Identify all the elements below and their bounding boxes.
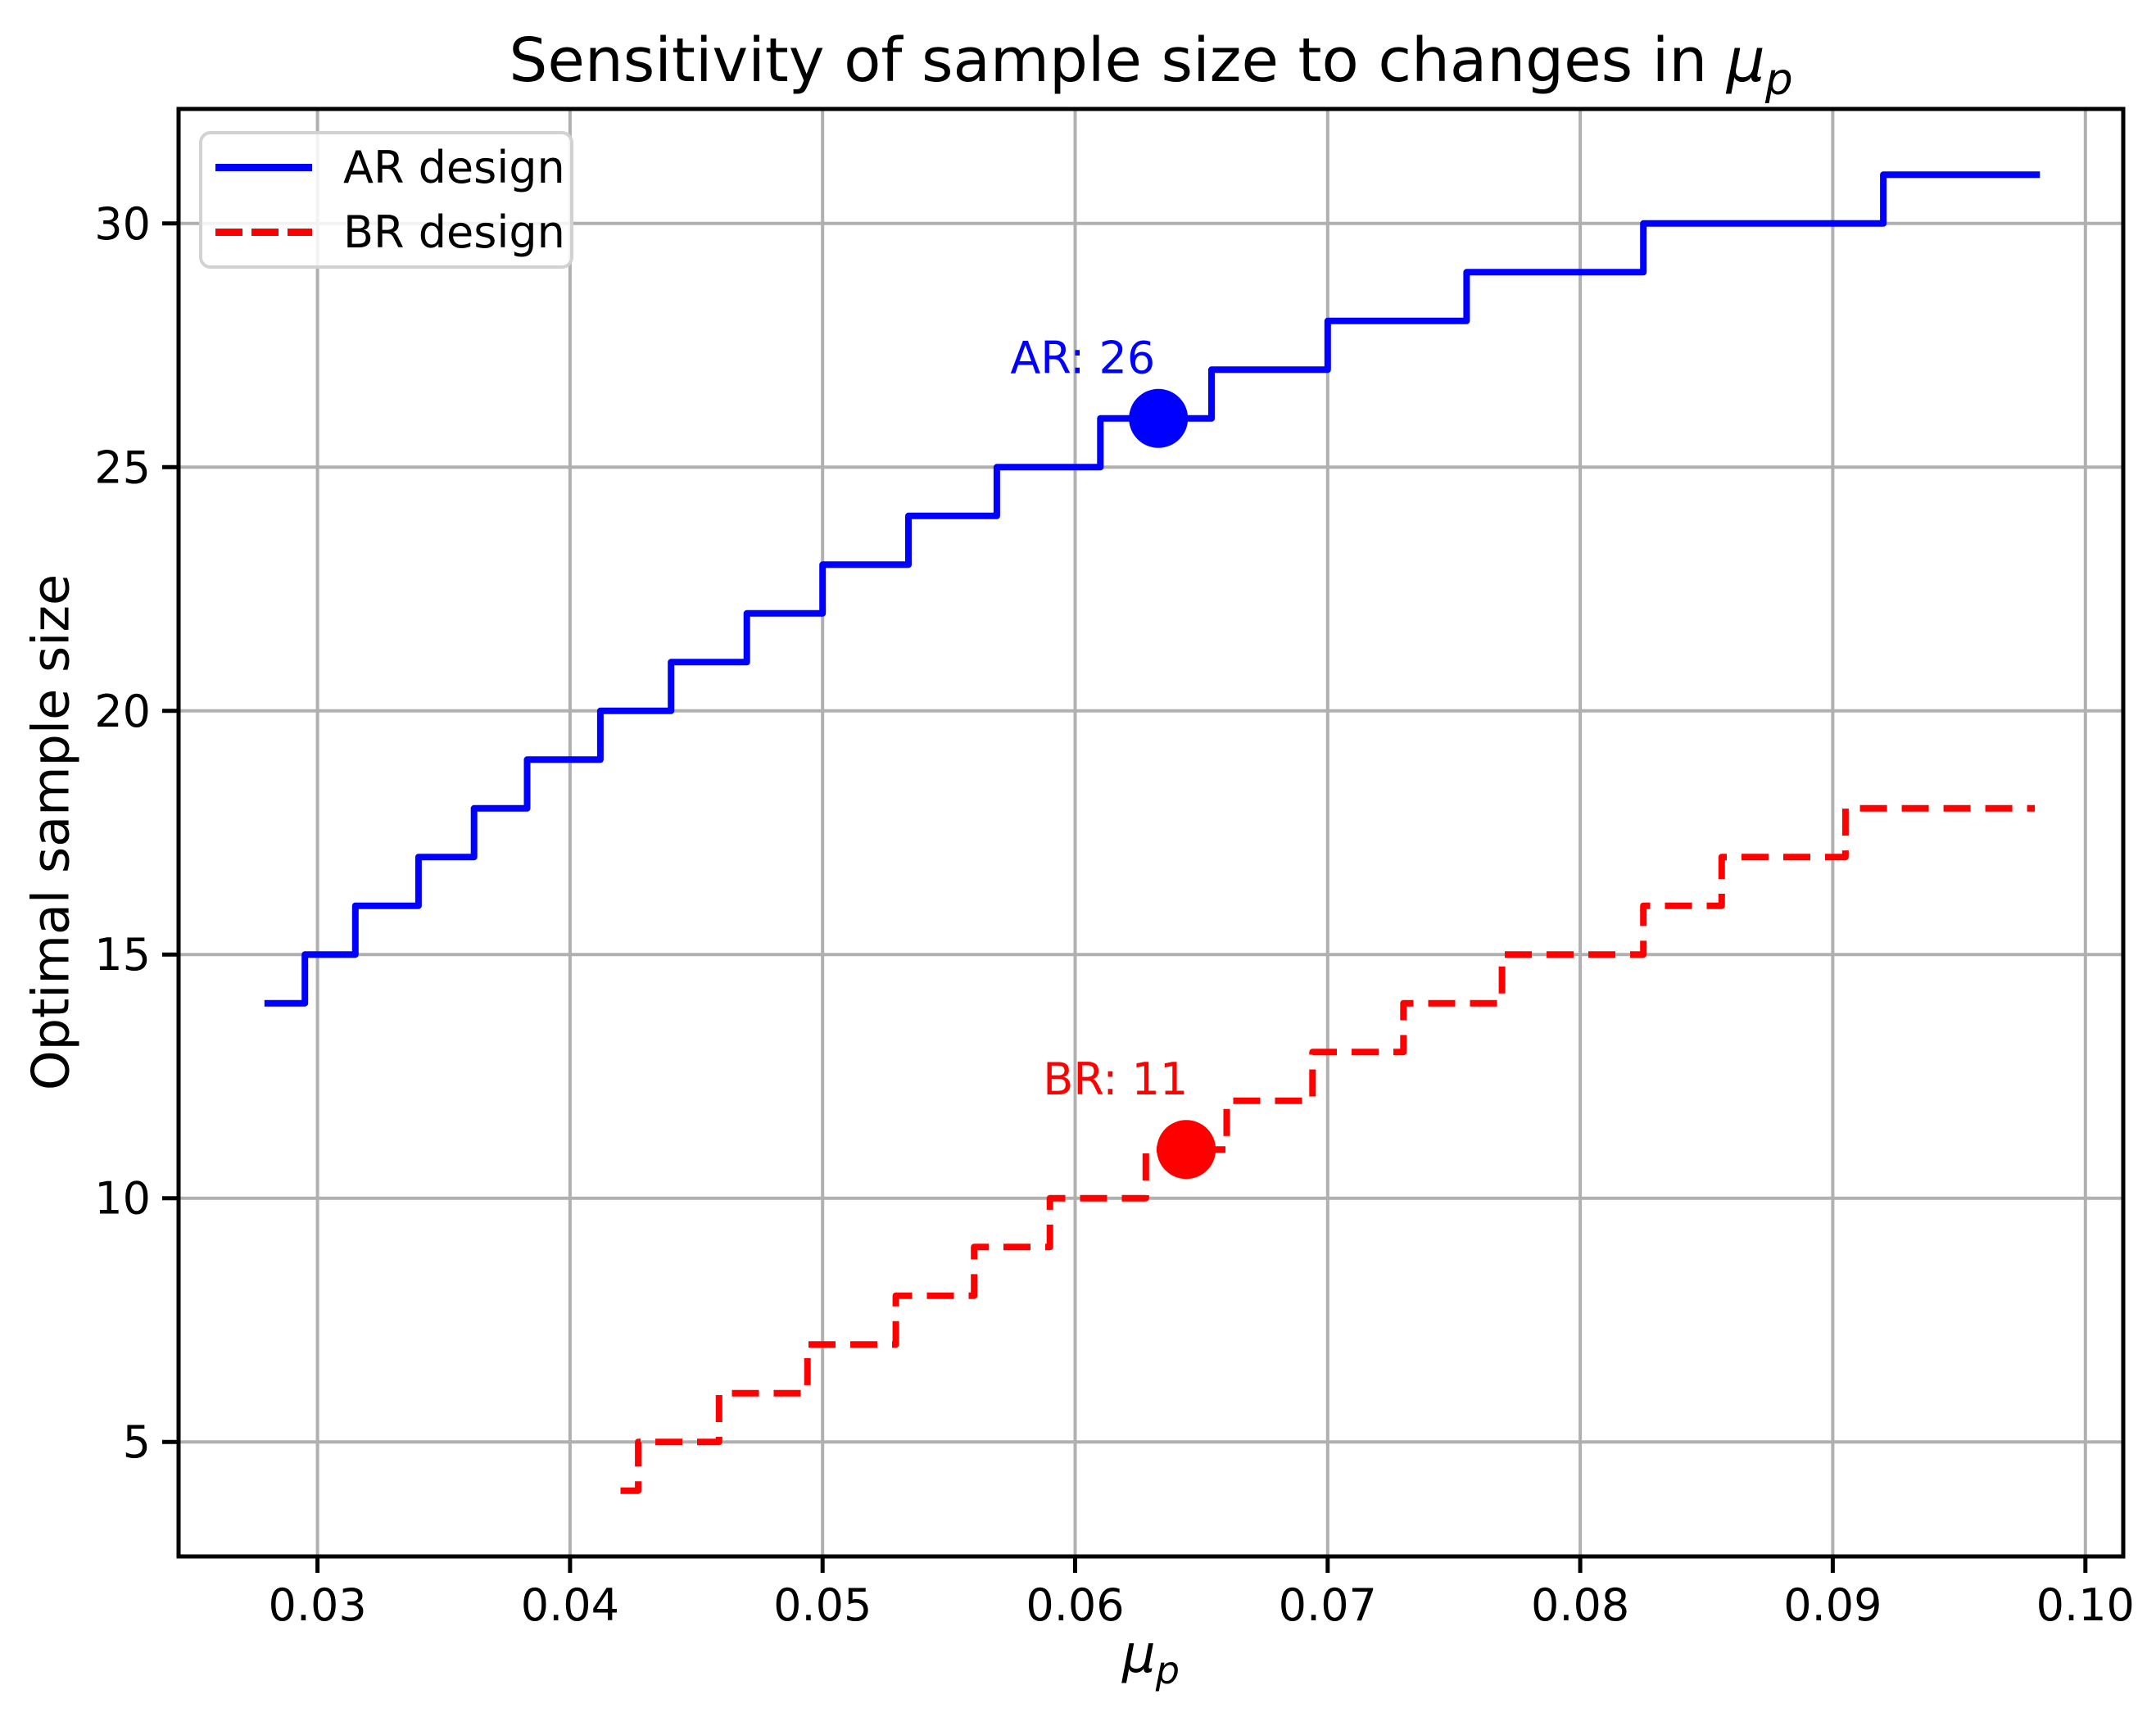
x-tick-label: 0.05 (773, 1579, 872, 1631)
br-annotation-label: BR: 11 (1043, 1053, 1188, 1105)
x-axis-label: μp (179, 1626, 2123, 1691)
chart-title: Sensitivity of sample size to changes in… (179, 29, 2123, 103)
y-tick-label: 20 (94, 686, 151, 737)
legend-entry-br: BR design (202, 201, 570, 265)
y-tick-label: 5 (123, 1416, 151, 1468)
legend-label-br: BR design (343, 206, 565, 259)
x-tick-label: 0.04 (521, 1579, 619, 1631)
y-tick-label: 10 (94, 1173, 151, 1225)
x-tick-label: 0.07 (1279, 1579, 1377, 1631)
legend-entry-ar: AR design (202, 135, 570, 199)
ar-line-sample-icon (215, 163, 312, 171)
br-line-sample-icon (215, 229, 312, 237)
x-tick-label: 0.06 (1026, 1579, 1124, 1631)
mu-subscript: p (1764, 53, 1793, 105)
x-tick-label: 0.10 (2036, 1579, 2135, 1631)
ar-series-line (264, 171, 2040, 1007)
legend: AR design BR design (199, 131, 573, 269)
br-marker (1157, 1120, 1216, 1180)
x-tick-label: 0.03 (268, 1579, 366, 1631)
br-series-line (620, 804, 2036, 1494)
x-tick-label: 0.08 (1531, 1579, 1629, 1631)
chart-title-text: Sensitivity of sample size to changes in (509, 25, 1727, 96)
ar-marker (1129, 388, 1189, 448)
mu-symbol: μ (1122, 1624, 1156, 1685)
ar-annotation-label: AR: 26 (1010, 332, 1155, 383)
y-axis-label-text: Optimal sample size (20, 573, 81, 1091)
y-tick-label: 15 (94, 929, 151, 981)
mu-symbol: μ (1726, 25, 1765, 96)
x-tick-label: 0.09 (1783, 1579, 1882, 1631)
axes-frame (176, 106, 2126, 1559)
y-tick-label: 30 (94, 198, 151, 250)
mu-subscript: p (1155, 1647, 1180, 1692)
legend-label-ar: AR design (343, 141, 565, 193)
y-tick-label: 25 (94, 442, 151, 493)
